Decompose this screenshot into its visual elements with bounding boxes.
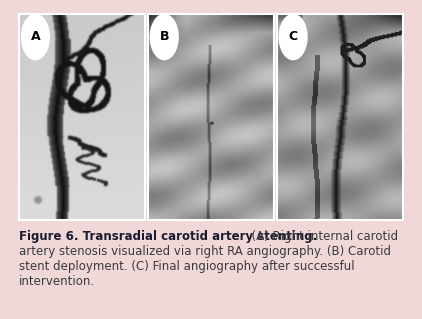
Text: C: C [289,31,298,43]
Text: B: B [160,31,169,43]
Text: (A) Right internal carotid artery stenosis visualized via right RA angiography. : (A) Right internal carotid artery stenos… [19,230,398,288]
Circle shape [22,14,49,60]
Circle shape [150,14,178,60]
Circle shape [279,14,307,60]
Text: Figure 6. Transradial carotid artery stenting.: Figure 6. Transradial carotid artery ste… [19,230,317,243]
Text: A: A [31,31,40,43]
